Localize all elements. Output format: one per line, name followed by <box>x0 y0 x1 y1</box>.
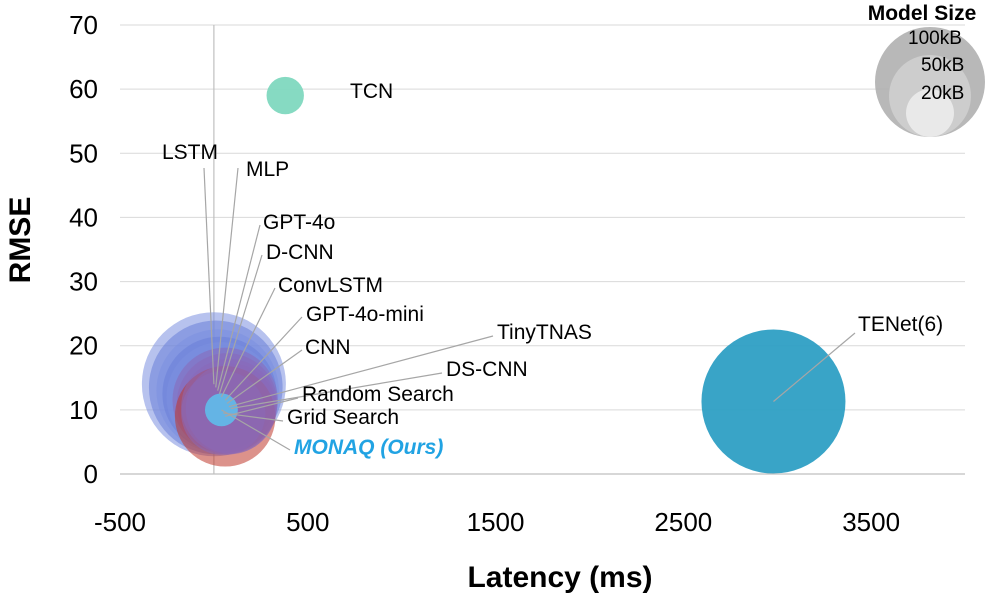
x-tick--500: -500 <box>94 507 146 537</box>
leader-cnn <box>226 349 303 404</box>
leader-gpt-4o <box>217 224 261 391</box>
label-cnn: CNN <box>305 336 351 359</box>
y-tick-40: 40 <box>69 202 98 232</box>
label-ds-cnn: DS-CNN <box>446 358 528 381</box>
leader-ds-cnn <box>230 372 443 410</box>
leader-tenet-6 <box>773 332 856 402</box>
label-d-cnn: D-CNN <box>266 241 334 264</box>
label-tcn: TCN <box>350 80 393 103</box>
legend-label-50kb: 50kB <box>921 55 964 76</box>
y-tick-60: 60 <box>69 74 98 104</box>
leader-random-search <box>225 397 299 417</box>
bubble-layer <box>141 76 846 474</box>
leader-lstm <box>203 167 215 385</box>
x-tick-3500: 3500 <box>842 507 900 537</box>
legend-layer: Model Size 100kB 50kB 20kB <box>868 2 985 137</box>
legend-label-20kb: 20kB <box>921 83 964 104</box>
leader-layer <box>203 167 856 451</box>
y-tick-0: 0 <box>84 459 98 489</box>
label-layer: TCN TENet(6) LSTM MLP GPT-4o D-CNN ConvLSTM GPT… <box>162 80 943 459</box>
x-tick-500: 500 <box>286 507 329 537</box>
label-lstm: LSTM <box>162 141 218 164</box>
label-convlstm: ConvLSTM <box>278 274 383 297</box>
y-axis-title: RMSE <box>4 197 37 284</box>
axis-layer: -500 500 1500 2500 3500 0 10 20 30 40 50 60 70 Latenc… <box>4 10 965 594</box>
x-axis-title: Latency (ms) <box>467 561 652 594</box>
bubble-tcn <box>266 76 304 115</box>
y-tick-20: 20 <box>69 331 98 361</box>
leader-mlp <box>215 167 239 388</box>
y-tick-50: 50 <box>69 138 98 168</box>
y-tick-30: 30 <box>69 267 98 297</box>
leader-gpt-4o-mini <box>224 316 303 401</box>
legend-title: Model Size <box>868 2 977 25</box>
label-tinytnas: TinyTNAS <box>497 321 592 344</box>
label-grid-search: Grid Search <box>287 406 399 429</box>
leader-monaq-ours <box>221 409 291 451</box>
label-mlp: MLP <box>246 158 289 181</box>
label-gpt-4o-mini: GPT-4o-mini <box>306 303 424 326</box>
leader-tinytnas <box>228 335 494 408</box>
legend-label-100kb: 100kB <box>908 28 962 49</box>
label-gpt-4o: GPT-4o <box>263 211 335 234</box>
leader-grid-search <box>223 412 284 422</box>
leader-d-cnn <box>218 254 263 394</box>
leader-convlstm <box>220 287 276 398</box>
y-tick-10: 10 <box>69 395 98 425</box>
x-tick-1500: 1500 <box>467 507 525 537</box>
y-tick-70: 70 <box>69 10 98 40</box>
x-tick-2500: 2500 <box>654 507 712 537</box>
legend-bubble-20kb <box>906 89 954 137</box>
label-monaq-ours: MONAQ (Ours) <box>294 436 443 459</box>
label-random-search: Random Search <box>302 383 454 406</box>
label-tenet-6: TENet(6) <box>858 313 943 336</box>
